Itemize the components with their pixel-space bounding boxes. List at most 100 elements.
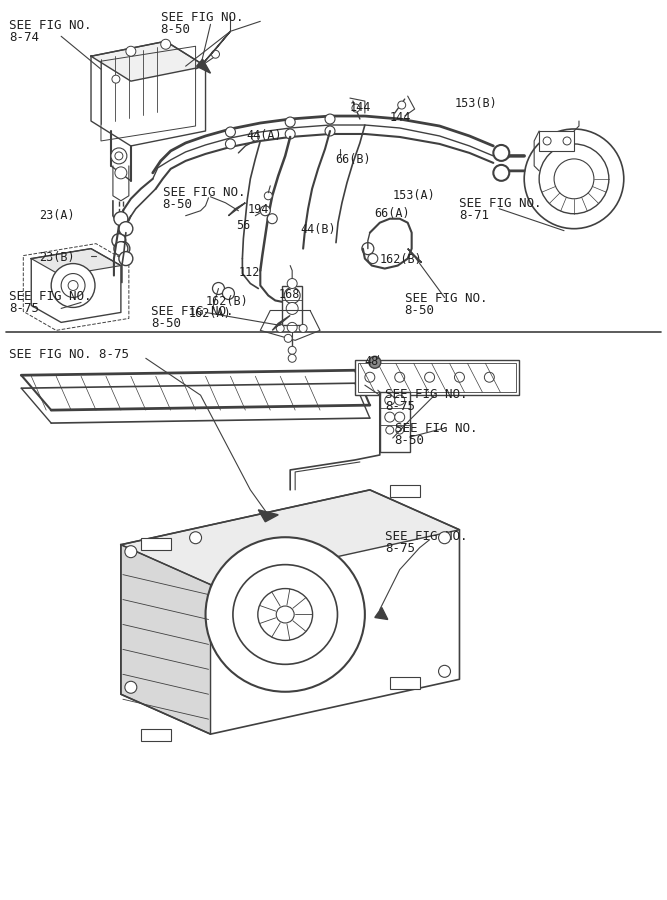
Text: 8-50: 8-50 [151,318,181,330]
Polygon shape [228,202,245,216]
Circle shape [264,192,272,200]
Circle shape [225,127,235,137]
Text: SEE FIG NO.: SEE FIG NO. [161,12,243,24]
Circle shape [396,426,404,434]
Text: SEE FIG NO.: SEE FIG NO. [460,197,542,210]
Text: 112: 112 [238,266,259,279]
Circle shape [284,287,300,303]
Circle shape [369,356,381,368]
Circle shape [299,324,307,332]
Circle shape [112,76,120,83]
Bar [355,360,519,395]
Text: SEE FIG NO.: SEE FIG NO. [395,422,478,435]
Circle shape [352,104,360,112]
Circle shape [368,254,378,264]
Text: SEE FIG NO.: SEE FIG NO. [385,530,468,543]
Text: 8-75: 8-75 [9,302,39,316]
Polygon shape [272,315,290,330]
Text: 44(A): 44(A) [246,129,282,142]
Bar [390,678,420,689]
Polygon shape [201,32,230,67]
Circle shape [554,159,594,199]
Circle shape [225,139,235,148]
Polygon shape [31,248,121,322]
Bar [539,131,574,151]
Circle shape [325,114,335,124]
Polygon shape [375,608,388,619]
Circle shape [213,283,225,294]
Text: 56: 56 [236,219,251,231]
Bar [380,392,410,452]
Text: SEE FIG NO.: SEE FIG NO. [9,19,92,32]
Circle shape [61,274,85,298]
Circle shape [563,137,571,145]
Text: 44(B): 44(B) [300,222,336,236]
Text: 162(B): 162(B) [380,253,423,266]
Circle shape [454,373,464,382]
Circle shape [288,346,296,355]
Circle shape [395,373,405,382]
Text: 153(B): 153(B) [454,97,497,110]
Circle shape [115,166,127,179]
Circle shape [362,243,374,255]
Circle shape [386,426,394,434]
Text: 194: 194 [247,202,269,216]
Text: 48: 48 [365,356,379,368]
Polygon shape [91,41,205,146]
Bar [141,729,171,741]
Circle shape [189,532,201,544]
Circle shape [395,412,405,422]
Bar [390,485,420,497]
Text: SEE FIG NO. 8-75: SEE FIG NO. 8-75 [9,348,129,361]
Circle shape [223,287,234,300]
Circle shape [325,126,335,136]
Bar [141,537,171,550]
Polygon shape [197,59,211,73]
Text: 8-74: 8-74 [9,32,39,44]
Circle shape [111,148,127,164]
Text: 66(A): 66(A) [374,207,410,220]
Ellipse shape [205,537,365,692]
Circle shape [116,241,130,256]
Polygon shape [91,41,205,81]
Text: 168: 168 [278,289,299,302]
Circle shape [114,212,128,226]
Polygon shape [121,490,460,585]
Text: SEE FIG NO.: SEE FIG NO. [9,291,92,303]
Polygon shape [31,248,121,275]
Circle shape [260,206,270,216]
Polygon shape [258,509,278,522]
Circle shape [398,101,406,109]
Text: 153(A): 153(A) [393,189,436,202]
Circle shape [285,117,295,127]
Circle shape [385,412,395,422]
Text: 144: 144 [350,101,372,114]
Circle shape [285,129,295,139]
Circle shape [365,373,375,382]
Ellipse shape [258,589,313,641]
Text: 8-71: 8-71 [460,209,490,221]
Circle shape [439,665,450,678]
Text: 144: 144 [390,111,411,124]
Circle shape [276,324,284,332]
Circle shape [114,241,128,256]
Circle shape [125,681,137,693]
Circle shape [494,145,510,161]
Circle shape [211,50,219,58]
Circle shape [524,129,624,229]
Text: 8-50: 8-50 [395,434,425,447]
Polygon shape [121,544,211,734]
Circle shape [112,234,126,248]
Circle shape [543,137,551,145]
Circle shape [287,322,297,332]
Circle shape [119,252,133,266]
Text: SEE FIG NO.: SEE FIG NO. [163,185,245,199]
Text: SEE FIG NO.: SEE FIG NO. [405,292,487,305]
Circle shape [539,144,609,213]
Circle shape [385,395,395,405]
Text: 8-75: 8-75 [385,400,415,413]
Ellipse shape [233,564,338,664]
Text: 8-50: 8-50 [161,23,191,36]
Text: 23(B): 23(B) [39,250,75,264]
Circle shape [484,373,494,382]
